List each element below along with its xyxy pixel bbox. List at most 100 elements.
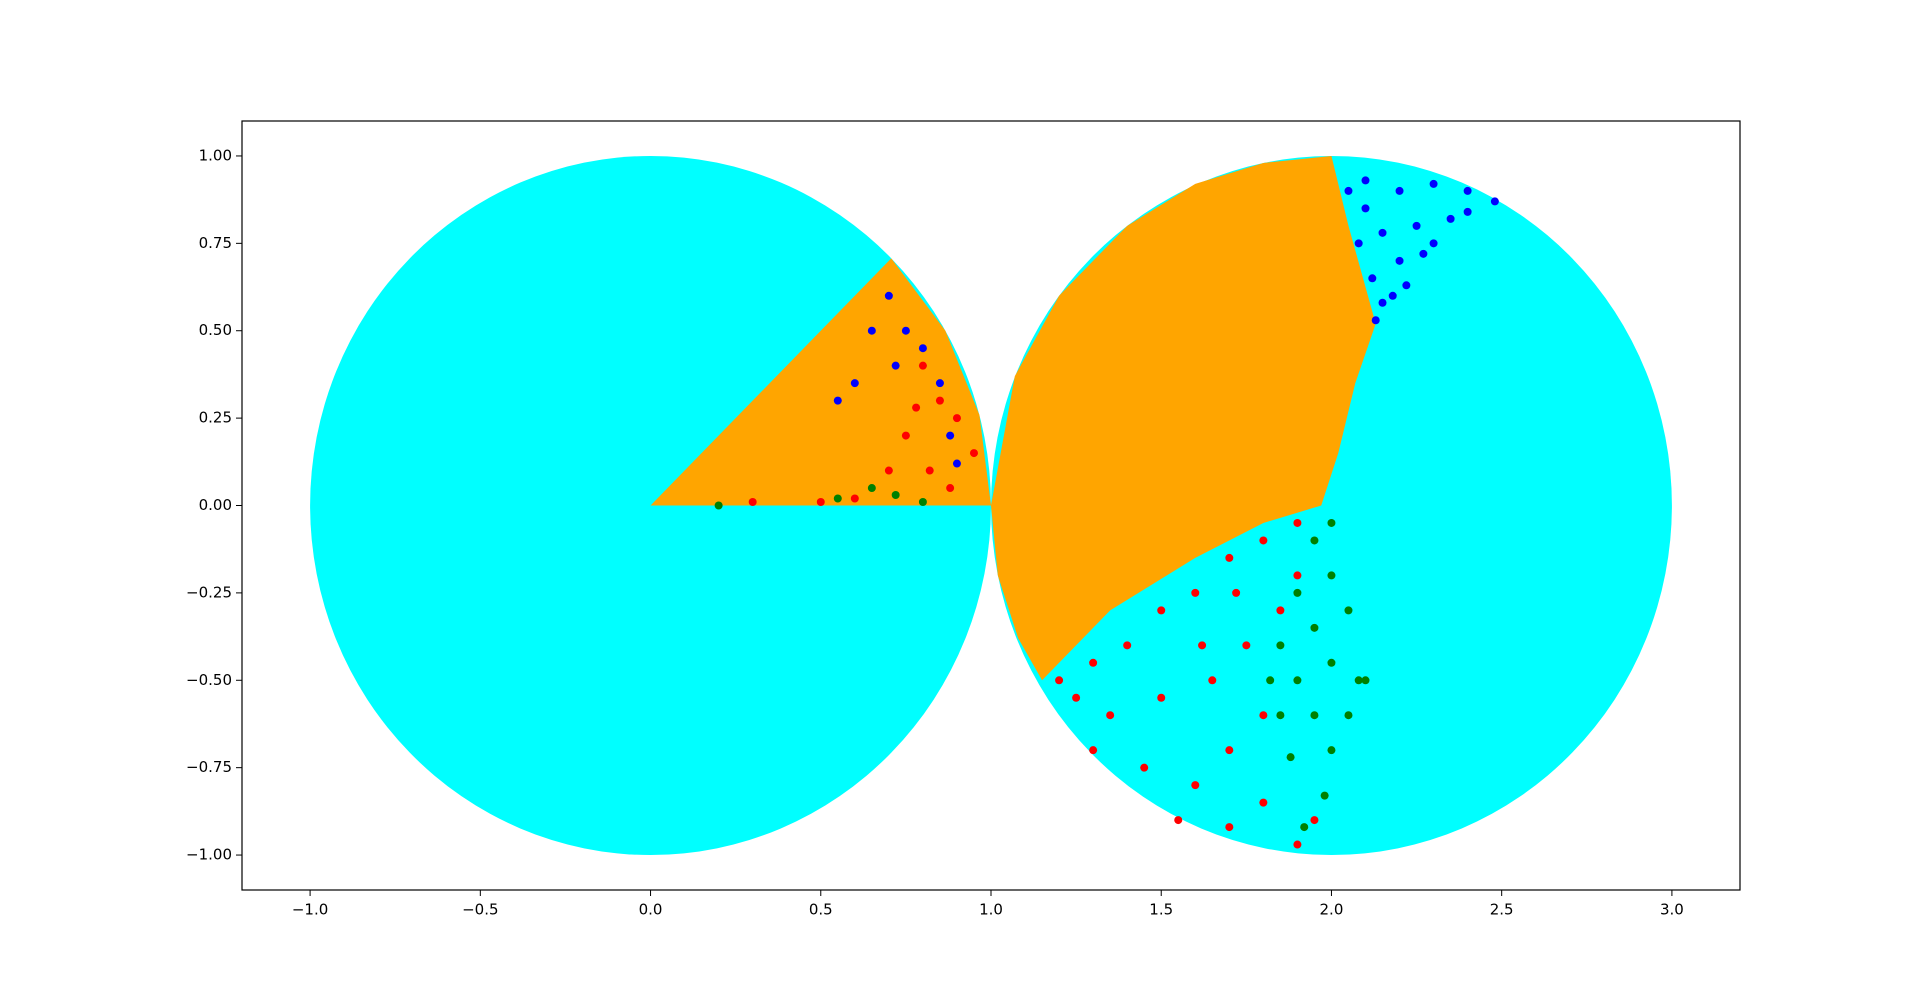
scatter-point [833, 396, 842, 405]
scatter-point [1429, 179, 1438, 188]
scatter-point [1361, 176, 1370, 185]
scatter-point [867, 484, 876, 493]
scatter-point [1225, 823, 1234, 832]
scatter-point [1371, 316, 1380, 325]
y-tick-label: 0.00 [199, 496, 232, 514]
x-tick-label: 1.5 [1149, 901, 1173, 919]
scatter-point [901, 326, 910, 335]
scatter-point [1191, 588, 1200, 597]
scatter-point [1293, 518, 1302, 527]
scatter-point [1174, 816, 1183, 825]
scatter-point [1310, 623, 1319, 632]
x-tick-label: 2.5 [1490, 901, 1514, 919]
scatter-point [1327, 658, 1336, 667]
scatter-point [912, 403, 921, 412]
x-tick-label: 3.0 [1660, 901, 1684, 919]
x-tick-label: −0.5 [462, 901, 498, 919]
scatter-point [952, 459, 961, 468]
y-tick-label: −1.00 [186, 846, 232, 864]
scatter-point [1055, 676, 1064, 685]
plot-area [310, 155, 1672, 856]
scatter-point [1286, 753, 1295, 762]
scatter-point [714, 501, 723, 510]
scatter-point [1310, 711, 1319, 720]
scatter-point [1191, 781, 1200, 790]
scatter-point [1361, 204, 1370, 213]
scatter-point [1140, 763, 1149, 772]
y-tick-label: −0.25 [186, 583, 232, 601]
scatter-point [891, 491, 900, 500]
y-tick-label: −0.50 [186, 671, 232, 689]
x-tick-label: 0.5 [809, 901, 833, 919]
disk-region [310, 155, 991, 856]
scatter-point [1198, 641, 1207, 650]
scatter-point [1293, 840, 1302, 849]
scatter-point [1310, 816, 1319, 825]
scatter-point [1378, 298, 1387, 307]
scatter-point [1259, 711, 1268, 720]
scatter-point [1259, 536, 1268, 545]
scatter-point [969, 449, 978, 458]
scatter-point [1463, 207, 1472, 216]
scatter-point [1402, 281, 1411, 290]
y-tick-label: 0.75 [199, 234, 232, 252]
scatter-point [850, 379, 859, 388]
scatter-point [1327, 571, 1336, 580]
scatter-point [1276, 606, 1285, 615]
scatter-point [1072, 693, 1081, 702]
x-tick-label: 2.0 [1320, 901, 1344, 919]
y-tick-label: −0.75 [186, 758, 232, 776]
scatter-point [1089, 658, 1098, 667]
scatter-point [1412, 221, 1421, 230]
scatter-point [918, 498, 927, 507]
scatter-point [816, 498, 825, 507]
scatter-point [1225, 553, 1234, 562]
scatter-point [952, 414, 961, 423]
scatter-point [1225, 746, 1234, 755]
scatter-point [1490, 197, 1499, 206]
scatter-point [1378, 228, 1387, 237]
scatter-point [1293, 588, 1302, 597]
scatter-point [1293, 676, 1302, 685]
y-tick-label: 1.00 [199, 146, 232, 164]
scatter-point [1354, 239, 1363, 248]
scatter-point [891, 361, 900, 370]
scatter-point [1368, 274, 1377, 283]
scatter-point [1463, 186, 1472, 195]
scatter-point [935, 396, 944, 405]
scatter-point [918, 344, 927, 353]
scatter-point [1327, 746, 1336, 755]
scatter-point [1354, 676, 1363, 685]
scatter-point [850, 494, 859, 503]
scatter-point [1446, 214, 1455, 223]
scatter-point [1123, 641, 1132, 650]
scatter-point [1419, 249, 1428, 258]
scatter-point [1361, 676, 1370, 685]
scatter-point [1276, 711, 1285, 720]
scatter-point [1320, 791, 1329, 800]
scatter-point [1259, 798, 1268, 807]
scatter-point [884, 466, 893, 475]
scatter-point [1242, 641, 1251, 650]
scatter-point [946, 431, 955, 440]
scatter-point [1232, 588, 1241, 597]
scatter-point [1157, 606, 1166, 615]
x-tick-label: −1.0 [292, 901, 328, 919]
scatter-point [901, 431, 910, 440]
x-tick-label: 1.0 [979, 901, 1003, 919]
scatter-point [918, 361, 927, 370]
scatter-point [1300, 823, 1309, 832]
fill-region [991, 155, 1376, 681]
x-tick-label: 0.0 [639, 901, 663, 919]
scatter-point [884, 291, 893, 300]
scatter-point [1429, 239, 1438, 248]
y-tick-label: 0.50 [199, 321, 232, 339]
scatter-point [1395, 256, 1404, 265]
scatter-point [1344, 606, 1353, 615]
scatter-point [1089, 746, 1098, 755]
scatter-point [1293, 571, 1302, 580]
scatter-point [1344, 186, 1353, 195]
y-tick-label: 0.25 [199, 409, 232, 427]
fill-region [650, 258, 991, 506]
